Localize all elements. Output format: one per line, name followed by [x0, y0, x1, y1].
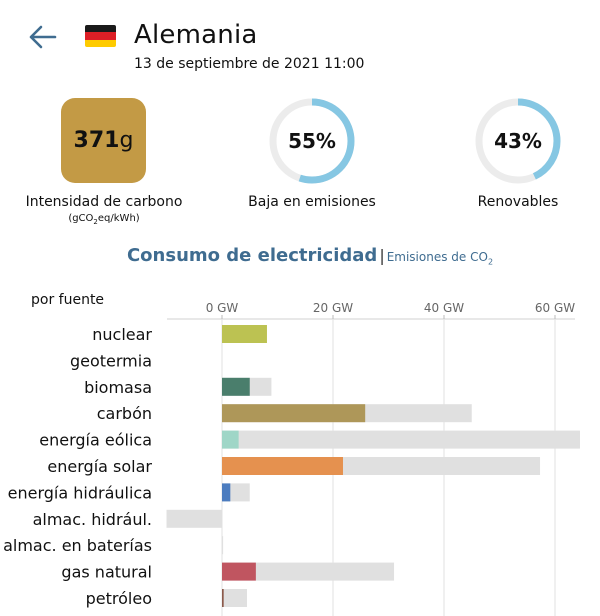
flag-stripe [85, 25, 116, 33]
production-bar [222, 404, 366, 423]
gauge-arc [269, 98, 355, 184]
production-bar [222, 483, 231, 502]
carbon-intensity-value: 371 [73, 128, 120, 153]
datetime-label: 13 de septiembre de 2021 11:00 [134, 56, 365, 72]
production-bar [222, 325, 267, 343]
tab-separator: | [379, 246, 385, 265]
category-label: almac. hidrául. [33, 510, 152, 529]
low-emission-value: 55% [288, 129, 336, 153]
flag-germany-icon [85, 25, 116, 47]
country-title: Alemania [134, 20, 258, 50]
production-bar [222, 377, 250, 396]
flag-stripe [85, 39, 116, 47]
category-label: energía solar [47, 457, 152, 476]
consumption-chart: 0 GW 20 GW 40 GW 60 GW nuclear geotermia bioma… [3, 301, 580, 616]
capacity-bar [222, 589, 247, 607]
gauge-arc [475, 98, 561, 184]
arrow-left-icon [29, 25, 57, 49]
tick-label: 60 GW [535, 301, 575, 315]
back-button[interactable] [28, 24, 58, 50]
category-label: energía eólica [39, 431, 152, 450]
flag-stripe [85, 32, 116, 40]
carbon-intensity-box[interactable]: 371 g [61, 98, 146, 183]
category-label: energía hidráulica [8, 483, 152, 502]
production-bar [222, 457, 343, 475]
tick-label: 40 GW [424, 301, 464, 315]
carbon-intensity-unit: (gCO2eq/kWh) [68, 213, 140, 226]
carbon-intensity-label: Intensidad de carbono [25, 194, 183, 210]
carbon-intensity-unit-suffix: g [119, 128, 134, 153]
capacity-bar [222, 430, 580, 449]
category-label: almac. en baterías [3, 536, 152, 555]
low-emission-label: Baja en emisiones [248, 194, 376, 210]
renewables-value: 43% [494, 129, 542, 153]
tick-label: 0 GW [206, 301, 239, 315]
tab-consumo[interactable]: Consumo de electricidad [126, 245, 378, 266]
production-bar [222, 589, 224, 607]
renewables-label: Renovables [477, 194, 559, 210]
capacity-bar [166, 509, 222, 528]
category-label: petróleo [86, 589, 152, 608]
renewables-gauge[interactable]: 43% [473, 96, 563, 186]
category-label: geotermia [70, 351, 152, 370]
capacity-bar [222, 562, 395, 581]
category-label: gas natural [61, 563, 152, 582]
category-label: carbón [97, 404, 152, 423]
category-label: nuclear [92, 325, 152, 344]
chart-tabs: Consumo de electricidad | Emisiones de CO2 [0, 245, 600, 266]
capacity-bar [222, 536, 224, 555]
tick-label: 20 GW [313, 301, 353, 315]
low-emission-gauge[interactable]: 55% [267, 96, 357, 186]
production-bar [222, 562, 256, 581]
category-label: biomasa [84, 378, 152, 397]
tab-emisiones[interactable]: Emisiones de CO2 [386, 250, 494, 267]
production-bar [222, 430, 239, 449]
chart-title: por fuente [31, 292, 105, 308]
